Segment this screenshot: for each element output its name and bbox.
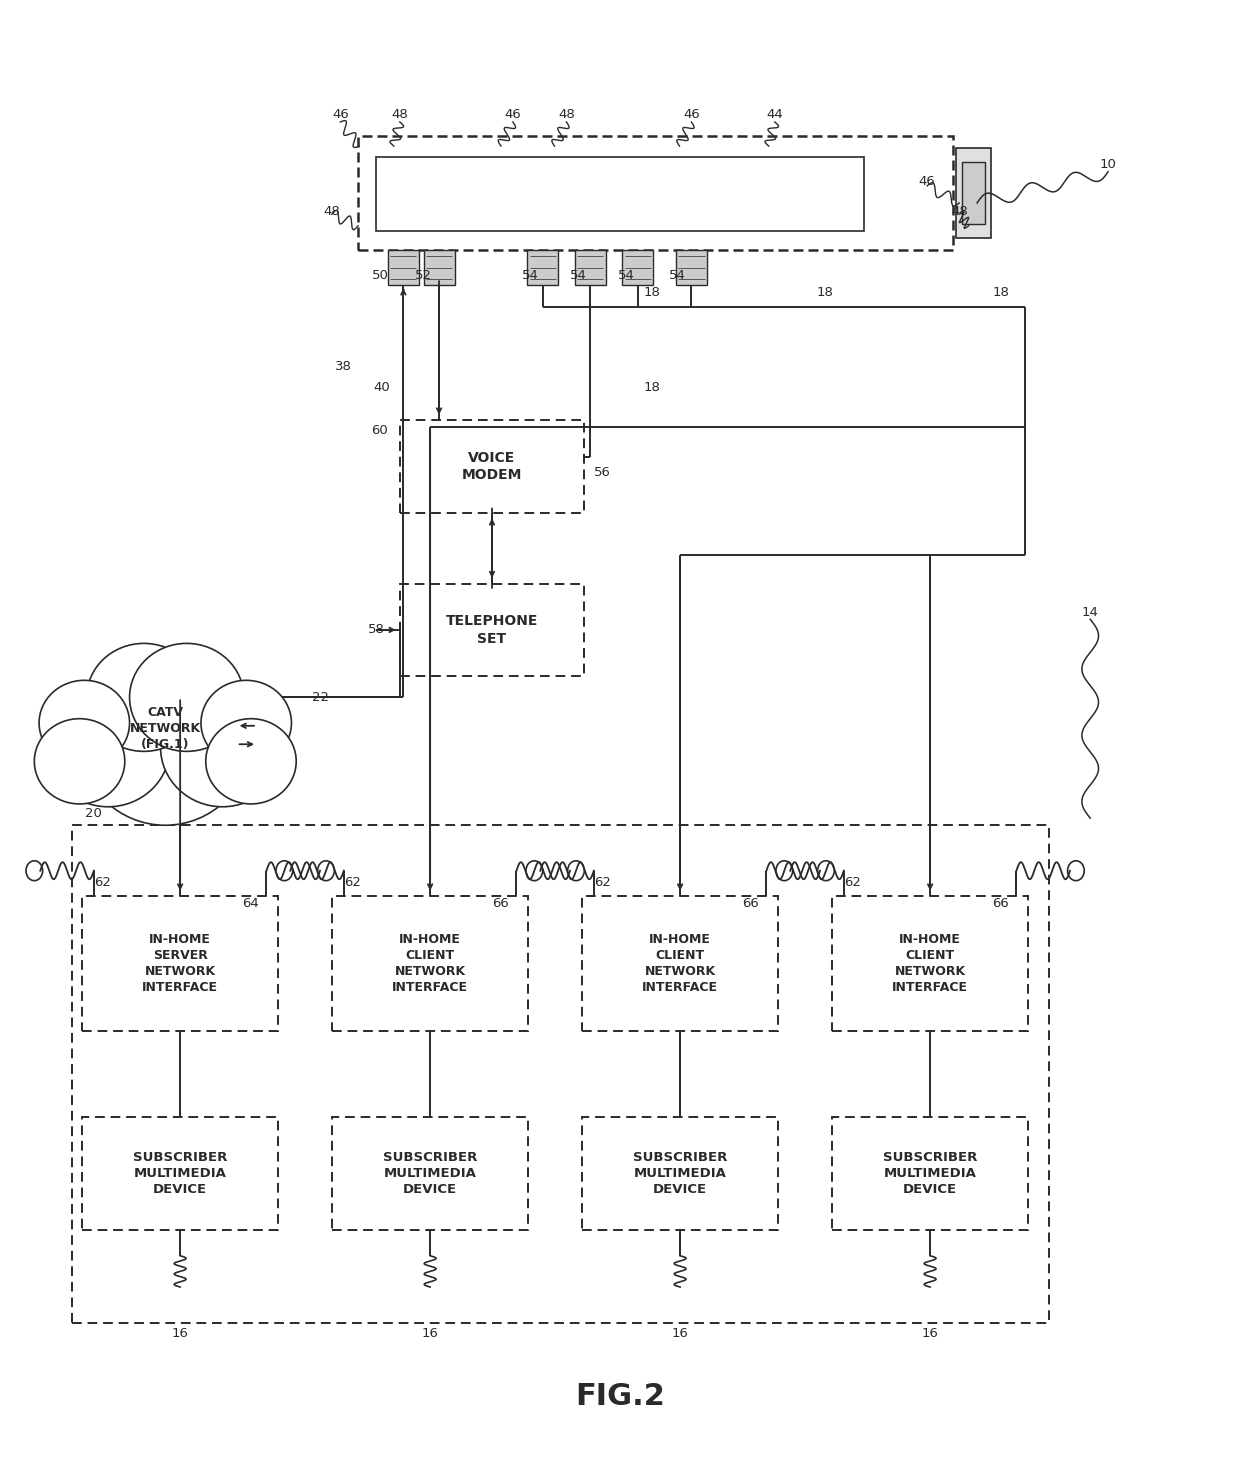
Bar [676,250,707,286]
Bar [82,1116,278,1230]
Text: 22: 22 [311,691,329,704]
Text: 50: 50 [372,269,389,281]
Text: 38: 38 [335,360,352,373]
Text: 48: 48 [558,108,575,121]
Text: 66: 66 [992,897,1009,910]
Ellipse shape [129,644,244,752]
Bar [956,148,992,238]
Bar [399,420,584,512]
Ellipse shape [40,681,129,765]
Ellipse shape [46,687,170,807]
Ellipse shape [87,644,201,752]
Text: VOICE
MODEM: VOICE MODEM [461,451,522,482]
Text: 18: 18 [644,382,661,394]
Text: 20: 20 [86,808,102,820]
Text: 40: 40 [373,382,391,394]
Text: 48: 48 [324,204,340,218]
Bar [358,136,954,250]
Text: 16: 16 [671,1328,688,1341]
Text: IN-HOME
CLIENT
NETWORK
INTERFACE: IN-HOME CLIENT NETWORK INTERFACE [892,934,968,995]
Text: 58: 58 [367,623,384,636]
Bar [832,1116,1028,1230]
Text: SUBSCRIBER
MULTIMEDIA
DEVICE: SUBSCRIBER MULTIMEDIA DEVICE [133,1151,227,1196]
Text: IN-HOME
CLIENT
NETWORK
INTERFACE: IN-HOME CLIENT NETWORK INTERFACE [392,934,469,995]
Text: 46: 46 [683,108,699,121]
Text: 18: 18 [644,286,661,299]
Text: FIG.2: FIG.2 [575,1382,665,1410]
Text: 16: 16 [171,1328,188,1341]
Text: 48: 48 [392,108,408,121]
Text: 46: 46 [332,108,348,121]
Bar [332,897,528,1032]
Bar [399,583,584,676]
Text: 60: 60 [371,423,388,437]
Bar [527,250,558,286]
Ellipse shape [206,719,296,804]
Text: 18: 18 [816,286,833,299]
Bar [832,897,1028,1032]
Bar [582,1116,779,1230]
Text: 64: 64 [243,897,259,910]
Bar [376,157,864,231]
Text: SUBSCRIBER
MULTIMEDIA
DEVICE: SUBSCRIBER MULTIMEDIA DEVICE [632,1151,728,1196]
Text: 54: 54 [522,269,539,281]
Text: 44: 44 [766,108,784,121]
Text: 62: 62 [343,876,361,888]
Bar [332,1116,528,1230]
Text: 54: 54 [570,269,587,281]
Ellipse shape [160,687,284,807]
Text: 66: 66 [743,897,759,910]
Text: 66: 66 [492,897,510,910]
Bar [388,250,419,286]
Bar [582,897,779,1032]
Text: 52: 52 [415,269,432,281]
Bar [575,250,605,286]
Text: 54: 54 [668,269,686,281]
Text: SUBSCRIBER
MULTIMEDIA
DEVICE: SUBSCRIBER MULTIMEDIA DEVICE [383,1151,477,1196]
Text: TELEPHONE
SET: TELEPHONE SET [446,614,538,645]
Ellipse shape [201,681,291,765]
Text: 10: 10 [1100,158,1116,172]
Text: 14: 14 [1081,605,1099,619]
Text: IN-HOME
SERVER
NETWORK
INTERFACE: IN-HOME SERVER NETWORK INTERFACE [143,934,218,995]
Text: IN-HOME
CLIENT
NETWORK
INTERFACE: IN-HOME CLIENT NETWORK INTERFACE [642,934,718,995]
Text: 46: 46 [505,108,521,121]
Bar [622,250,653,286]
Text: 18: 18 [992,286,1009,299]
Ellipse shape [79,654,250,826]
Bar [72,826,1049,1323]
Text: 46: 46 [919,175,935,188]
Text: 62: 62 [94,876,110,888]
Text: 48: 48 [951,204,967,218]
Text: 54: 54 [618,269,635,281]
Bar [962,161,986,225]
Text: SUBSCRIBER
MULTIMEDIA
DEVICE: SUBSCRIBER MULTIMEDIA DEVICE [883,1151,977,1196]
Ellipse shape [35,719,125,804]
Text: 56: 56 [594,466,610,480]
Bar [424,250,455,286]
Text: 16: 16 [921,1328,937,1341]
Text: 16: 16 [422,1328,438,1341]
Text: 62: 62 [594,876,610,888]
Text: CATV
NETWORK
(FIG.1): CATV NETWORK (FIG.1) [130,706,201,752]
Text: 62: 62 [843,876,861,888]
Bar [82,897,278,1032]
